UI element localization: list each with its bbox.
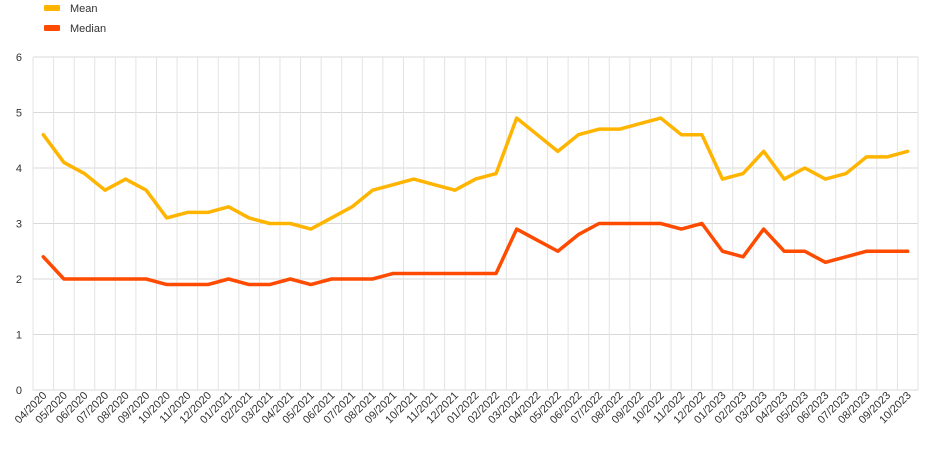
series-lines: [41, 116, 910, 287]
legend-swatch-median: [44, 25, 60, 31]
legend-label-mean: Mean: [70, 3, 98, 15]
x-axis-tick-labels: 04/202005/202006/202007/202008/202009/20…: [13, 390, 914, 427]
grid-lines: [32, 56, 919, 391]
series-line-mean: [41, 116, 910, 231]
y-tick-label: 5: [16, 108, 22, 120]
y-tick-label: 2: [16, 274, 22, 286]
y-tick-label: 0: [16, 385, 22, 397]
y-tick-label: 6: [16, 52, 22, 64]
y-tick-label: 3: [16, 219, 22, 231]
legend-swatch-mean: [44, 5, 60, 11]
legend: Mean Median: [44, 3, 106, 35]
series-line-median: [41, 221, 910, 287]
y-tick-label: 1: [16, 330, 22, 342]
y-tick-label: 4: [16, 163, 22, 175]
legend-label-median: Median: [70, 23, 106, 35]
y-axis-tick-labels: 0 1 2 3 4 5 6: [16, 52, 22, 397]
